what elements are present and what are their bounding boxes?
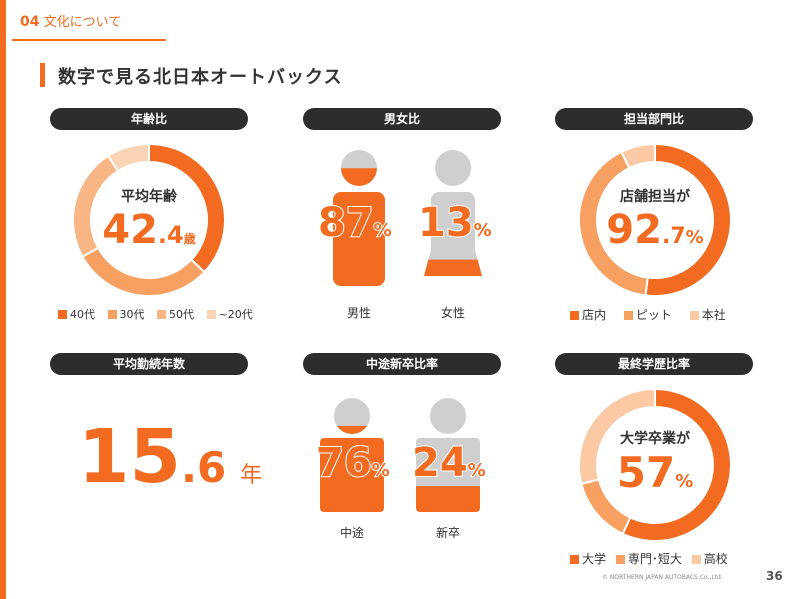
tenure-value-int: 15	[78, 414, 181, 500]
department-legend: 店内 ピット 本社	[570, 306, 735, 323]
donut-slice-2	[578, 388, 656, 486]
legend-label: 50代	[169, 308, 194, 321]
legend-label: 専門･短大	[627, 552, 682, 566]
male-value: 87	[317, 200, 375, 246]
age-donut-center: 平均年齢 42.4歳	[72, 186, 226, 250]
legend-swatch	[206, 310, 216, 319]
education-donut-chart	[578, 388, 732, 542]
age-value-dec: .4	[157, 221, 184, 249]
legend-swatch	[107, 310, 117, 319]
gender-panel-title: 男女比	[303, 108, 501, 130]
legend-label: ~20代	[218, 308, 253, 321]
legend-label: 30代	[119, 308, 145, 321]
legend-item: 50代	[157, 306, 194, 322]
page-number: 36	[766, 569, 783, 583]
age-value: 42.4歳	[72, 210, 226, 250]
legend-label: 本社	[701, 308, 726, 322]
legend-label: ピット	[635, 308, 672, 322]
page-title: 数字で見る北日本オートバックス	[58, 67, 343, 88]
education-center-label: 大学卒業が	[620, 431, 690, 447]
midcareer-label: 中途	[339, 526, 364, 540]
age-legend: 40代 30代 50代 ~20代	[58, 306, 262, 322]
legend-label: 40代	[70, 308, 95, 321]
legend-swatch	[58, 310, 67, 319]
midcareer-person-icon	[320, 398, 384, 512]
newgrad-percentage: 24%	[411, 440, 487, 486]
legend-swatch	[570, 311, 579, 320]
age-panel-title: 年齢比	[50, 108, 248, 130]
legend-swatch	[691, 555, 701, 564]
copyright: © NORTHERN JAPAN AUTOBACS Co.,Ltd.	[602, 574, 723, 581]
legend-item: 専門･短大	[615, 550, 682, 567]
legend-item: 本社	[689, 306, 726, 323]
tenure-value-unit: 年	[240, 463, 263, 488]
legend-item: 30代	[107, 306, 145, 322]
department-donut-center: 店舗担当が 92.7%	[578, 186, 732, 250]
male-unit: %	[373, 220, 393, 241]
male-person-icon	[333, 150, 385, 286]
department-value-unit: %	[685, 227, 704, 248]
donut-slice-1	[81, 246, 206, 297]
legend-item: ~20代	[206, 306, 253, 322]
section-label: 04 文化について	[20, 11, 121, 30]
legend-label: 大学	[582, 552, 607, 566]
department-value: 92.7%	[578, 210, 732, 250]
newgrad-person-icon	[416, 398, 480, 512]
age-center-label: 平均年齢	[121, 189, 177, 205]
newgrad-label: 新卒	[435, 526, 460, 540]
donut-slice-0	[621, 388, 732, 542]
education-value-int: 57	[616, 448, 676, 497]
department-value-dec: .7	[661, 224, 686, 249]
donut-slice-2	[620, 143, 656, 170]
legend-swatch	[623, 311, 633, 320]
department-value-int: 92	[606, 207, 662, 253]
legend-swatch	[689, 311, 699, 320]
midcareer-percentage: 76%	[315, 440, 391, 486]
legend-label: 高校	[703, 552, 728, 566]
page-title-marker	[40, 63, 45, 87]
age-value-int: 42	[102, 207, 158, 253]
legend-swatch	[615, 555, 625, 564]
section-underline	[12, 39, 166, 41]
education-value: 57%	[578, 452, 732, 494]
department-panel-title: 担当部門比	[555, 108, 753, 130]
female-percentage: 13%	[417, 200, 493, 246]
newgrad-unit: %	[467, 460, 487, 481]
tenure-value-dec: .6	[180, 443, 227, 492]
hiring-panel-title: 中途新卒比率	[303, 353, 501, 375]
legend-item: ピット	[623, 306, 672, 323]
donut-slice-0	[644, 143, 732, 297]
tenure-value: 15.6 年	[78, 420, 262, 494]
legend-item: 高校	[691, 550, 728, 567]
legend-swatch	[157, 310, 166, 319]
male-label: 男性	[346, 306, 371, 320]
legend-label: 店内	[582, 308, 607, 322]
education-donut-center: 大学卒業が 57%	[578, 428, 732, 494]
female-person-icon	[424, 150, 482, 276]
age-value-unit: 歳	[183, 232, 196, 246]
education-legend: 大学 専門･短大 高校	[570, 550, 737, 567]
age-donut-chart	[72, 143, 226, 297]
section-title: 文化について	[43, 15, 122, 30]
left-accent-bar	[0, 0, 6, 599]
legend-item: 40代	[58, 306, 95, 322]
male-percentage: 87%	[317, 200, 393, 246]
newgrad-value: 24	[411, 440, 469, 486]
midcareer-unit: %	[371, 460, 391, 481]
section-number: 04	[20, 14, 40, 30]
legend-item: 大学	[570, 550, 606, 567]
midcareer-value: 76	[315, 440, 373, 486]
legend-swatch	[570, 555, 579, 564]
female-unit: %	[473, 220, 493, 241]
female-label: 女性	[440, 306, 465, 320]
department-center-label: 店舗担当が	[620, 189, 690, 205]
department-donut-chart	[578, 143, 732, 297]
education-value-unit: %	[675, 471, 694, 492]
education-panel-title: 最終学歴比率	[555, 353, 753, 375]
female-value: 13	[417, 200, 475, 246]
tenure-panel-title: 平均勤続年数	[50, 353, 248, 375]
donut-slice-3	[106, 143, 150, 173]
legend-item: 店内	[570, 306, 606, 323]
